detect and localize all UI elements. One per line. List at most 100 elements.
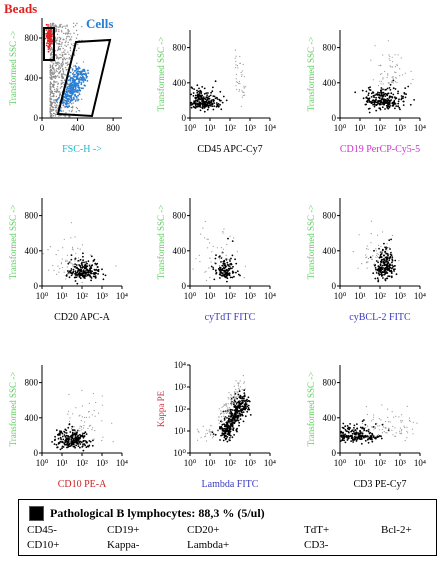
- data-point: [79, 277, 82, 280]
- data-point: [235, 85, 237, 87]
- data-point: [372, 419, 374, 421]
- data-point: [379, 95, 382, 97]
- data-point: [229, 434, 232, 437]
- data-point: [413, 99, 415, 101]
- data-point: [197, 439, 199, 441]
- data-point: [235, 271, 237, 274]
- beads-gate: [43, 27, 55, 61]
- data-point: [400, 57, 402, 59]
- data-point: [402, 104, 405, 106]
- data-point: [244, 415, 247, 418]
- data-point: [50, 69, 53, 71]
- data-point: [78, 264, 80, 266]
- data-point: [236, 401, 239, 404]
- data-point: [378, 94, 381, 96]
- data-point: [61, 68, 64, 71]
- data-point: [228, 408, 230, 410]
- data-point: [76, 435, 79, 438]
- data-point: [391, 234, 393, 237]
- x-tick-label: 10²: [224, 123, 236, 133]
- data-point: [389, 253, 392, 256]
- data-point: [239, 386, 241, 388]
- data-point: [49, 76, 51, 78]
- data-point: [205, 100, 208, 103]
- data-point: [394, 259, 397, 262]
- data-point: [67, 41, 70, 44]
- data-point: [235, 64, 237, 66]
- data-point: [79, 76, 82, 79]
- data-point: [79, 73, 82, 75]
- data-point: [73, 32, 75, 34]
- data-point: [58, 30, 60, 33]
- data-point: [236, 419, 239, 421]
- data-point: [233, 385, 235, 387]
- population-legend: Pathological B lymphocytes: 88,3 % (5/ul…: [18, 499, 437, 556]
- data-point: [392, 87, 395, 90]
- data-point: [61, 77, 64, 80]
- data-point: [381, 80, 383, 82]
- data-point: [205, 279, 208, 281]
- data-point: [63, 57, 65, 59]
- data-point: [212, 95, 215, 97]
- data-point: [382, 91, 385, 94]
- data-point: [59, 49, 61, 51]
- data-point: [392, 434, 394, 436]
- data-point: [388, 257, 391, 260]
- data-point: [71, 70, 74, 72]
- data-point: [206, 101, 209, 104]
- data-point: [391, 96, 394, 99]
- data-point: [212, 437, 214, 439]
- data-point: [391, 81, 393, 83]
- data-point: [222, 231, 224, 233]
- data-point: [388, 100, 391, 103]
- data-point: [54, 90, 56, 93]
- data-point: [68, 262, 70, 264]
- data-point: [74, 89, 76, 91]
- data-point: [369, 86, 371, 88]
- data-point: [384, 263, 387, 266]
- data-point: [80, 269, 83, 272]
- data-point: [70, 67, 72, 69]
- data-point: [220, 269, 223, 272]
- data-point: [368, 111, 371, 114]
- data-point: [229, 260, 231, 262]
- data-point: [389, 65, 391, 67]
- data-point: [73, 65, 75, 67]
- data-point: [201, 86, 204, 88]
- data-point: [374, 45, 376, 47]
- data-point: [192, 268, 194, 270]
- data-point: [354, 429, 357, 432]
- data-point: [210, 101, 213, 104]
- data-point: [244, 400, 246, 403]
- data-point: [64, 432, 66, 434]
- data-point: [215, 105, 218, 108]
- data-point: [377, 267, 380, 270]
- data-point: [50, 25, 53, 27]
- data-point: [49, 25, 51, 27]
- data-point: [239, 418, 242, 420]
- data-point: [383, 258, 386, 260]
- data-point: [391, 256, 394, 259]
- data-point: [379, 80, 381, 82]
- data-point: [73, 84, 75, 87]
- data-point: [59, 94, 61, 96]
- y-axis-label: Transformed SSC ->: [8, 205, 18, 280]
- data-point: [227, 409, 229, 411]
- data-point: [82, 272, 85, 275]
- data-point: [235, 81, 237, 83]
- data-point: [373, 96, 375, 99]
- data-point: [239, 62, 241, 64]
- data-point: [59, 267, 61, 270]
- data-point: [70, 254, 73, 256]
- data-point: [376, 252, 378, 255]
- data-point: [390, 271, 393, 274]
- x-tick-label: 10²: [374, 123, 386, 133]
- data-point: [49, 88, 52, 90]
- data-point: [95, 263, 98, 266]
- data-point: [388, 239, 391, 242]
- data-point: [89, 254, 91, 256]
- data-point: [52, 95, 55, 98]
- data-point: [59, 434, 61, 436]
- data-point: [54, 435, 56, 438]
- data-point: [65, 74, 67, 76]
